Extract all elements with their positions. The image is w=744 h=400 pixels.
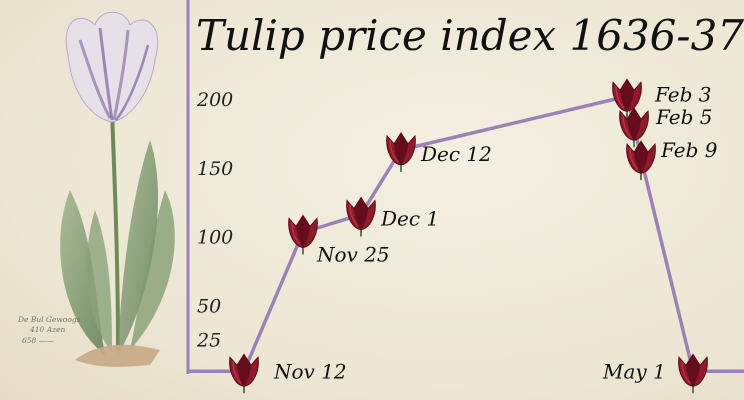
tulip-marker — [346, 196, 376, 237]
data-label: Nov 12 — [273, 359, 347, 383]
y-tick-label: 200 — [196, 89, 233, 111]
y-tick-label: 50 — [197, 295, 221, 317]
tulip-marker — [678, 353, 708, 394]
plate-caption-line2: 410 Azen — [29, 325, 66, 334]
data-label: May 1 — [602, 359, 666, 383]
data-label: Nov 25 — [316, 242, 390, 266]
tulip-marker — [386, 131, 416, 172]
data-label: Dec 12 — [420, 142, 492, 166]
tulip-marker — [229, 353, 259, 394]
data-label: Feb 9 — [660, 138, 718, 162]
tulip-illustration: De Bul Gewoogs 410 Azen 658 —— — [17, 11, 175, 367]
data-label: Feb 3 — [654, 82, 712, 106]
y-tick-label: 100 — [197, 227, 233, 249]
y-tick-label: 25 — [196, 330, 221, 352]
tulip-marker — [612, 78, 642, 119]
plate-caption-line3: 658 —— — [22, 336, 54, 345]
tulip-marker — [288, 214, 318, 255]
data-label: Feb 5 — [655, 105, 713, 129]
tulip-marker — [619, 107, 649, 148]
data-label: Dec 1 — [380, 207, 439, 231]
price-line — [188, 94, 744, 373]
plate-caption-line1: De Bul Gewoogs — [17, 315, 81, 324]
chart-title: Tulip price index 1636-37 — [196, 11, 744, 60]
tulip-marker — [626, 140, 656, 181]
y-tick-label: 150 — [197, 158, 233, 180]
